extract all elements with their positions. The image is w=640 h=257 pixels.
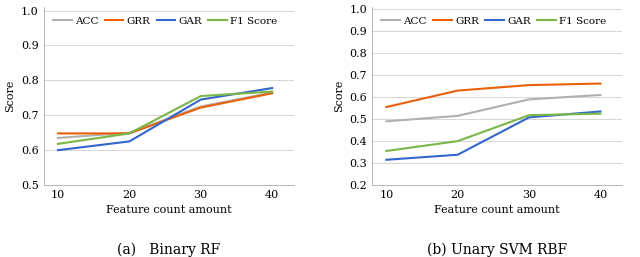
- Line: GAR: GAR: [387, 112, 600, 160]
- Line: GAR: GAR: [58, 88, 272, 150]
- GRR: [54, 132, 62, 135]
- F1 Score: [54, 142, 62, 145]
- GRR: [454, 89, 461, 92]
- GAR: [454, 153, 461, 156]
- ACC: [54, 136, 62, 140]
- F1 Score: [125, 132, 133, 135]
- GAR: [268, 87, 276, 90]
- F1 Score: [596, 112, 604, 115]
- GRR: [268, 92, 276, 95]
- GAR: [54, 149, 62, 152]
- ACC: [197, 105, 205, 108]
- Title: (b) Unary SVM RBF: (b) Unary SVM RBF: [427, 243, 567, 257]
- ACC: [596, 94, 604, 97]
- GRR: [197, 106, 205, 109]
- GRR: [596, 82, 604, 85]
- Line: ACC: ACC: [58, 93, 272, 138]
- Title: (a)   Binary RF: (a) Binary RF: [117, 243, 220, 257]
- X-axis label: Feature count amount: Feature count amount: [106, 205, 232, 215]
- Y-axis label: Score: Score: [334, 80, 344, 112]
- Line: ACC: ACC: [387, 95, 600, 121]
- F1 Score: [197, 95, 205, 98]
- ACC: [525, 98, 533, 101]
- Line: GRR: GRR: [387, 84, 600, 107]
- Line: F1 Score: F1 Score: [387, 114, 600, 151]
- X-axis label: Feature count amount: Feature count amount: [434, 205, 560, 215]
- Line: GRR: GRR: [58, 93, 272, 133]
- ACC: [383, 120, 390, 123]
- Y-axis label: Score: Score: [6, 80, 15, 112]
- F1 Score: [268, 90, 276, 93]
- GRR: [525, 84, 533, 87]
- GRR: [125, 132, 133, 135]
- Legend: ACC, GRR, GAR, F1 Score: ACC, GRR, GAR, F1 Score: [377, 12, 610, 30]
- Legend: ACC, GRR, GAR, F1 Score: ACC, GRR, GAR, F1 Score: [49, 12, 282, 30]
- F1 Score: [383, 150, 390, 153]
- GAR: [525, 116, 533, 119]
- F1 Score: [525, 114, 533, 117]
- F1 Score: [454, 140, 461, 143]
- GAR: [596, 110, 604, 113]
- GAR: [197, 98, 205, 101]
- GAR: [125, 140, 133, 143]
- Line: F1 Score: F1 Score: [58, 91, 272, 144]
- ACC: [125, 131, 133, 134]
- ACC: [454, 114, 461, 117]
- GAR: [383, 158, 390, 161]
- GRR: [383, 106, 390, 109]
- ACC: [268, 91, 276, 94]
